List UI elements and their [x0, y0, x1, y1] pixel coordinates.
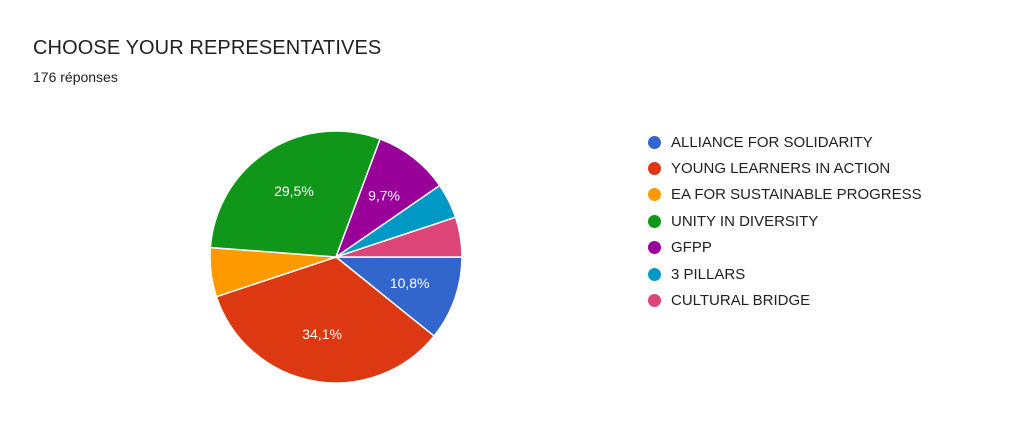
legend-item-ea-for-sustainable-progress[interactable]: EA FOR SUSTAINABLE PROGRESS: [648, 182, 922, 208]
legend-label: UNITY IN DIVERSITY: [671, 212, 819, 230]
slice-label-gfpp: 9,7%: [368, 187, 400, 203]
legend-item-3-pillars[interactable]: 3 PILLARS: [648, 261, 922, 287]
slice-label-unity-in-diversity: 29,5%: [274, 183, 314, 199]
legend-swatch-icon: [648, 294, 661, 308]
legend-item-unity-in-diversity[interactable]: UNITY IN DIVERSITY: [648, 208, 922, 234]
legend-label: YOUNG LEARNERS IN ACTION: [671, 160, 891, 178]
pie-slice-alliance-for-solidarity[interactable]: [333, 256, 463, 338]
chart-legend: ALLIANCE FOR SOLIDARITY YOUNG LEARNERS IN…: [648, 129, 922, 314]
legend-label: CULTURAL BRIDGE: [671, 292, 811, 310]
legend-swatch-icon: [648, 214, 661, 228]
legend-label: GFPP: [671, 239, 712, 257]
legend-swatch-icon: [648, 135, 661, 149]
legend-item-young-learners-in-action[interactable]: YOUNG LEARNERS IN ACTION: [648, 155, 922, 181]
legend-label: 3 PILLARS: [671, 265, 746, 283]
chart-title: CHOOSE YOUR REPRESENTATIVES: [33, 37, 382, 59]
legend-swatch-icon: [648, 188, 661, 202]
legend-item-alliance-for-solidarity[interactable]: ALLIANCE FOR SOLIDARITY: [648, 129, 922, 155]
legend-swatch-icon: [648, 162, 661, 176]
legend-item-gfpp[interactable]: GFPP: [648, 235, 922, 261]
legend-item-cultural-bridge[interactable]: CULTURAL BRIDGE: [648, 287, 922, 313]
slice-label-alliance-for-solidarity: 10,8%: [390, 275, 430, 291]
pie-slice-young-learners-in-action[interactable]: [215, 256, 436, 384]
pie-slice-gfpp[interactable]: [334, 138, 441, 259]
slice-label-young-learners-in-action: 34,1%: [302, 326, 342, 342]
response-count: 176 réponses: [33, 69, 118, 85]
legend-swatch-icon: [648, 267, 661, 281]
legend-swatch-icon: [648, 241, 661, 255]
pie-slice-unity-in-diversity[interactable]: [209, 130, 382, 258]
legend-label: ALLIANCE FOR SOLIDARITY: [671, 133, 873, 151]
pie-slice-cultural-bridge[interactable]: [335, 216, 463, 258]
legend-label: EA FOR SUSTAINABLE PROGRESS: [671, 186, 922, 204]
